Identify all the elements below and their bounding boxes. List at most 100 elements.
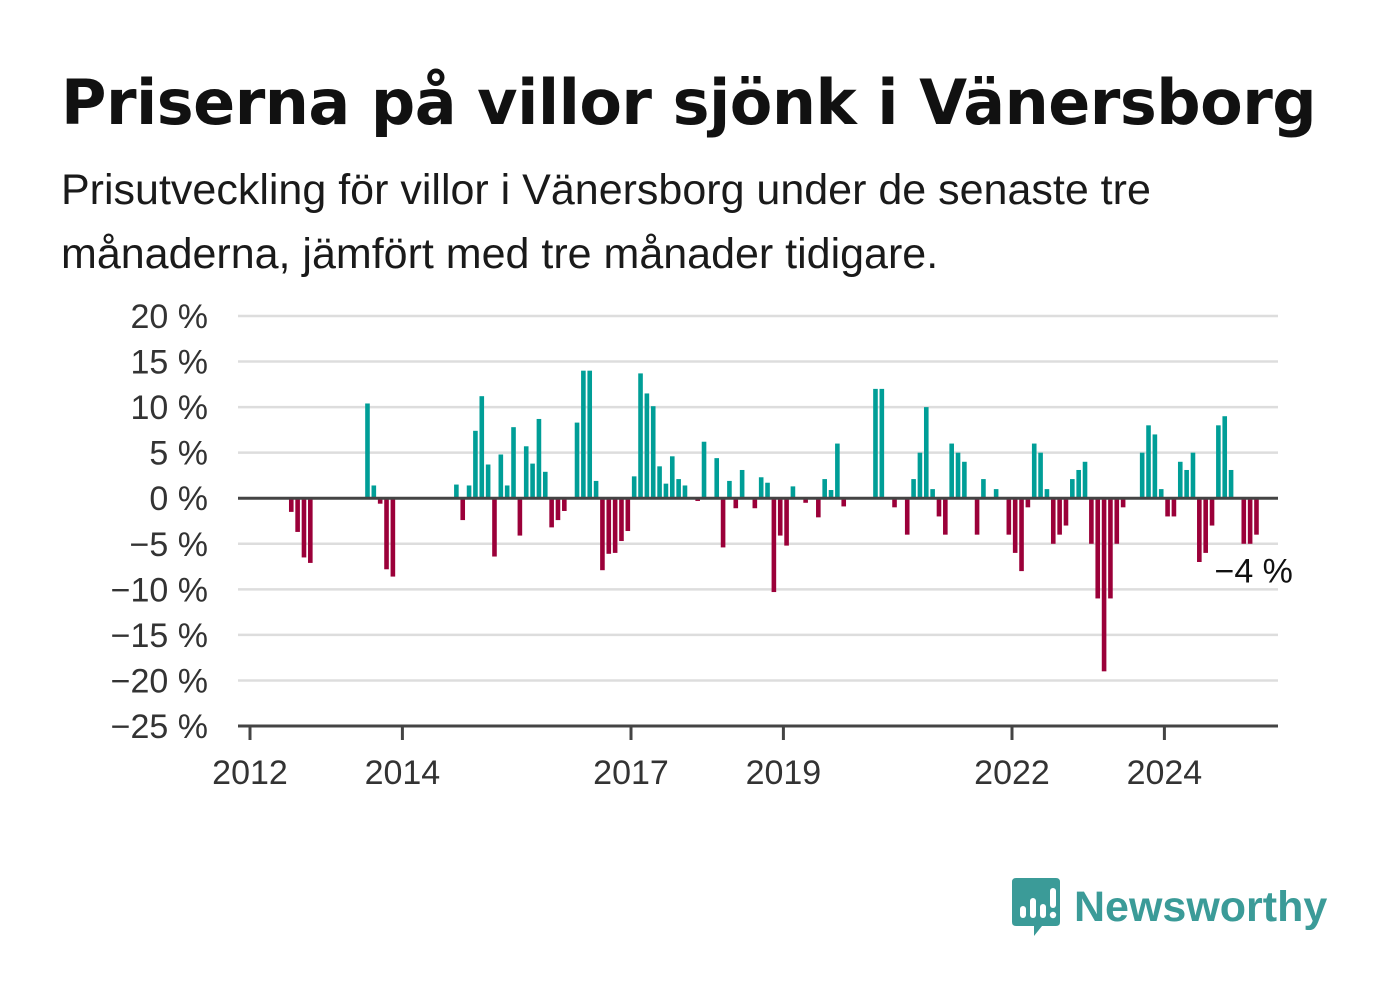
bar xyxy=(288,498,294,512)
last-value-label: −4 % xyxy=(1214,553,1292,591)
bar xyxy=(733,498,739,509)
bar xyxy=(911,479,916,499)
bar xyxy=(511,427,516,499)
bar xyxy=(949,443,954,499)
gridlines xyxy=(238,314,1278,682)
bar xyxy=(549,498,554,528)
bar xyxy=(1012,498,1018,553)
bar xyxy=(498,454,504,499)
bar xyxy=(600,498,605,571)
bar xyxy=(593,480,599,499)
bar xyxy=(822,479,827,499)
bar xyxy=(974,498,980,535)
bar xyxy=(1044,489,1050,499)
bar xyxy=(835,443,840,499)
bar xyxy=(638,373,643,499)
bar xyxy=(669,456,675,499)
bar xyxy=(466,485,472,499)
bar xyxy=(517,498,523,536)
bar xyxy=(606,498,612,554)
bar xyxy=(1171,498,1177,517)
bar xyxy=(587,370,593,499)
bar xyxy=(1050,498,1056,544)
bar xyxy=(1197,498,1202,562)
bar xyxy=(555,498,561,521)
bar xyxy=(676,479,681,499)
y-axis-labels: 20 % 15 % 10 % 5 % 0 % −5 % −10 % −15 % −20 % −25… xyxy=(111,298,208,746)
bar xyxy=(1025,498,1031,508)
bar xyxy=(1139,452,1145,499)
x-tick-label: 2024 xyxy=(1127,754,1203,792)
bar xyxy=(1089,498,1094,544)
bar xyxy=(1057,498,1062,535)
bar xyxy=(962,461,967,499)
chart-subtitle: Prisutveckling för villor i Vänersborg u… xyxy=(61,166,1151,278)
bar xyxy=(752,498,758,509)
brand-name: Newsworthy xyxy=(1074,882,1328,931)
bar xyxy=(1082,461,1088,499)
bar xyxy=(542,471,548,499)
bar xyxy=(523,446,529,499)
bar xyxy=(1209,498,1215,526)
x-tick-label: 2017 xyxy=(593,754,669,792)
bar xyxy=(682,485,688,499)
bar xyxy=(473,430,478,499)
y-tick-label: 0 % xyxy=(149,480,208,518)
x-tick-label: 2019 xyxy=(746,754,822,792)
bar xyxy=(1095,498,1101,599)
bar xyxy=(536,418,542,499)
bar xyxy=(1076,469,1081,499)
bar xyxy=(1222,416,1228,499)
y-tick-label: −25 % xyxy=(111,708,208,746)
bar xyxy=(765,482,770,499)
bar xyxy=(530,463,535,499)
bar xyxy=(784,498,789,546)
bar xyxy=(1019,498,1024,572)
bar xyxy=(1241,498,1247,544)
y-tick-label: 5 % xyxy=(149,435,208,473)
bar xyxy=(479,396,485,499)
bar xyxy=(1184,469,1189,499)
bar xyxy=(650,406,656,499)
newsworthy-logo-icon xyxy=(1012,878,1060,936)
bar xyxy=(574,422,580,499)
bar xyxy=(1158,489,1164,499)
bar xyxy=(1247,498,1253,544)
bar xyxy=(917,452,923,499)
bar xyxy=(295,498,300,532)
bar xyxy=(771,498,777,593)
bar xyxy=(631,476,637,499)
bar xyxy=(777,498,783,536)
annotations: −4 % xyxy=(1211,550,1295,594)
bar xyxy=(993,489,999,499)
bar xyxy=(1101,498,1107,672)
bar xyxy=(727,480,732,499)
bar xyxy=(1190,452,1196,499)
bar xyxy=(1203,498,1208,553)
bar xyxy=(1006,498,1012,535)
bar xyxy=(365,403,370,499)
x-tick-label: 2022 xyxy=(974,754,1050,792)
x-tick-label: 2014 xyxy=(365,754,441,792)
bar xyxy=(701,441,707,499)
y-tick-label: −20 % xyxy=(111,662,208,700)
bar-chart: 20 % 15 % 10 % 5 % 0 % −5 % −10 % −15 % −20 % −25… xyxy=(111,298,1296,792)
bar xyxy=(790,486,796,499)
bar xyxy=(657,466,662,499)
brand-logo: Newsworthy xyxy=(1010,876,1327,938)
y-tick-label: −15 % xyxy=(111,617,208,655)
bar xyxy=(1165,498,1170,517)
x-tick-label: 2012 xyxy=(212,754,288,792)
y-tick-label: −10 % xyxy=(111,571,208,609)
x-axis xyxy=(238,496,1278,740)
bar xyxy=(714,458,720,499)
bar xyxy=(816,498,821,518)
bar xyxy=(504,485,510,499)
bar xyxy=(930,489,935,499)
bar xyxy=(936,498,942,517)
bar xyxy=(873,388,878,499)
bar xyxy=(460,498,466,521)
bar xyxy=(1031,443,1037,499)
bar xyxy=(923,407,929,499)
bar xyxy=(955,452,961,499)
